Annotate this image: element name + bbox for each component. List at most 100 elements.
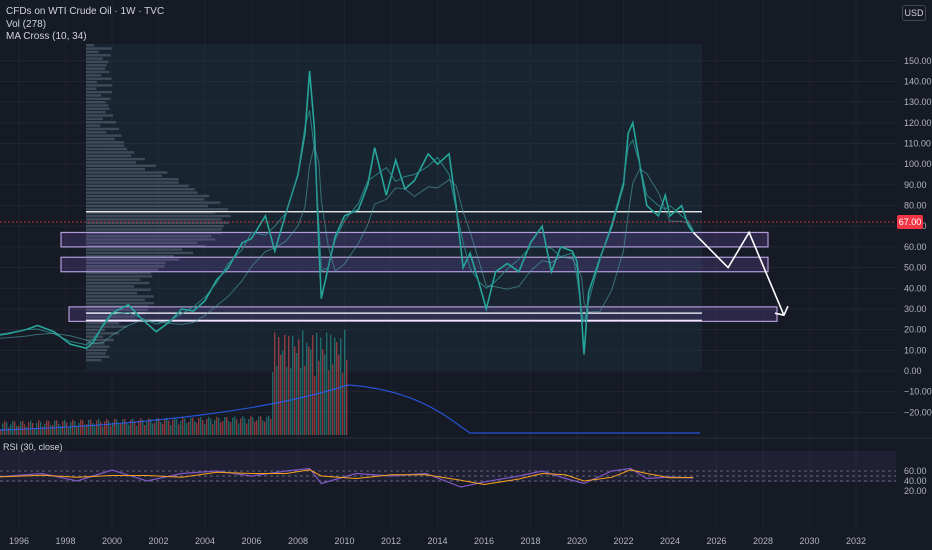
volume-bar	[278, 336, 280, 435]
volume-indicator-label[interactable]: Vol (278)	[6, 19, 47, 30]
volume-bar	[274, 332, 276, 435]
symbol-title[interactable]: CFDs on WTI Crude Oil · 1W · TVC	[6, 6, 165, 17]
volume-bar	[122, 419, 124, 435]
volume-bar	[230, 422, 232, 435]
volume-bar	[200, 417, 202, 435]
volume-bar	[2, 423, 4, 435]
volume-profile-bar	[86, 228, 223, 231]
volume-bar	[280, 354, 282, 435]
volume-profile-bar	[86, 107, 110, 111]
volume-bar	[74, 421, 76, 435]
volume-profile-bar	[86, 167, 146, 171]
rsi-pane	[0, 467, 896, 488]
x-tick-label: 2016	[474, 536, 494, 546]
y-tick-label: 30.00	[904, 304, 927, 314]
volume-bar	[186, 422, 188, 435]
volume-bar	[236, 419, 238, 435]
volume-bar	[126, 422, 128, 435]
volume-bar	[204, 424, 206, 435]
volume-bar	[80, 419, 82, 435]
volume-bar	[320, 337, 322, 435]
support-zone[interactable]	[60, 231, 769, 248]
volume-bar	[82, 420, 84, 435]
volume-bar	[298, 339, 300, 435]
volume-bar	[244, 418, 246, 435]
rsi-indicator-label[interactable]: RSI (30, close)	[3, 442, 63, 452]
volume-profile-bar	[86, 261, 166, 265]
volume-bar	[188, 421, 190, 435]
volume-bar	[174, 417, 176, 435]
volume-bar	[162, 423, 164, 435]
volume-bar	[120, 423, 122, 435]
volume-bar	[214, 419, 216, 435]
volume-profile-bar	[86, 291, 138, 295]
volume-bar	[86, 424, 88, 435]
volume-profile-bar	[86, 121, 117, 124]
volume-profile-bar	[86, 44, 95, 47]
volume-bar	[258, 416, 260, 435]
volume-bar	[44, 423, 46, 435]
volume-bar	[300, 368, 302, 435]
volume-profile-bar	[86, 234, 212, 238]
support-zone[interactable]	[60, 256, 769, 273]
ma-cross-indicator-label[interactable]: MA Cross (10, 34)	[6, 31, 87, 42]
volume-bar	[330, 334, 332, 435]
volume-bar	[62, 421, 64, 435]
projection-path[interactable]	[692, 230, 785, 316]
volume-bar	[118, 424, 120, 435]
volume-bar	[110, 425, 112, 435]
volume-bar	[88, 419, 90, 435]
currency-button[interactable]: USD	[902, 5, 926, 21]
volume-bar	[276, 365, 278, 435]
volume-bar	[154, 422, 156, 435]
volume-profile-bar	[86, 67, 106, 70]
volume-bar	[18, 425, 20, 435]
volume-profile-bar	[86, 322, 120, 325]
volume-bar	[250, 416, 252, 435]
volume-bar	[14, 421, 16, 435]
volume-bar	[170, 425, 172, 435]
support-zone[interactable]	[68, 306, 778, 322]
volume-bar	[192, 417, 194, 435]
volume-profile-bar	[86, 50, 99, 54]
volume-profile-bar	[86, 124, 101, 127]
volume-bar	[38, 420, 40, 435]
volume-bar	[24, 424, 26, 435]
volume-profile-bar	[86, 164, 157, 167]
volume-profile-bar	[86, 248, 182, 251]
volume-bars	[0, 329, 700, 435]
volume-profile-bar	[86, 157, 145, 161]
rsi-ma-line	[0, 469, 694, 486]
support-zones	[60, 231, 778, 322]
volume-profile-bar	[86, 144, 125, 147]
volume-bar	[102, 426, 104, 435]
volume-bar	[220, 422, 222, 435]
volume-ma-line	[0, 384, 700, 434]
volume-bar	[140, 418, 142, 435]
volume-profile-bar	[86, 87, 97, 90]
volume-profile-bar	[86, 100, 106, 104]
volume-bar	[106, 418, 108, 435]
x-tick-label: 2004	[195, 536, 215, 546]
x-tick-label: 2008	[288, 536, 308, 546]
volume-bar	[70, 422, 72, 435]
volume-profile-bar	[86, 84, 113, 87]
volume-bar	[132, 418, 134, 435]
volume-bar	[148, 418, 150, 435]
volume-profile-bar	[86, 328, 105, 332]
projection-arrow	[692, 230, 789, 317]
volume-profile-bar	[86, 60, 109, 64]
volume-bar	[114, 418, 116, 435]
volume-bar	[210, 418, 212, 435]
volume-bar	[78, 423, 80, 435]
y-tick-label: −20.00	[904, 407, 932, 417]
horizontal-levels	[86, 211, 702, 321]
volume-bar	[208, 416, 210, 435]
volume-bar	[104, 421, 106, 435]
rsi-line	[0, 467, 694, 488]
volume-bar	[138, 420, 140, 435]
volume-profile-bar	[86, 285, 135, 288]
volume-bar	[242, 416, 244, 435]
volume-bar	[318, 360, 320, 435]
